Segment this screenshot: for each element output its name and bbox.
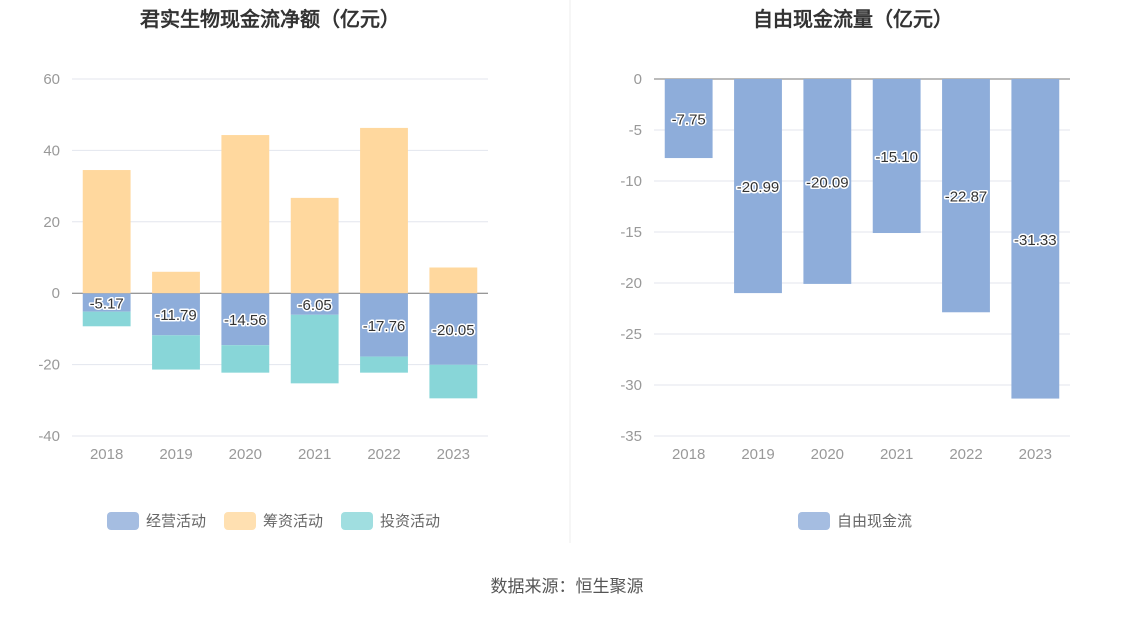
bar-自由现金流-2020[interactable]	[803, 79, 852, 284]
bar-经营活动-2019[interactable]	[152, 293, 200, 336]
data-label: -15.10	[875, 149, 918, 166]
data-label: -7.75	[672, 112, 706, 129]
bar-筹资活动-2023[interactable]	[429, 267, 478, 294]
y-tick-label: 0	[52, 285, 60, 302]
legend-swatch[interactable]	[798, 512, 830, 530]
y-tick-label: -20	[620, 275, 642, 292]
left-plot-area: 60 40 20 0 -20 -40 2018 2019 2020 2021 2022 2023 -5.…	[38, 71, 488, 463]
data-label: -22.87	[945, 189, 988, 206]
legend-swatch[interactable]	[341, 512, 373, 530]
bar-筹资活动-2021[interactable]	[290, 197, 339, 294]
x-tick-label: 2020	[229, 446, 262, 463]
data-label: -17.76	[363, 318, 406, 335]
legend-label[interactable]: 投资活动	[380, 513, 440, 530]
bar-投资活动-2020[interactable]	[221, 345, 270, 373]
bar-经营活动-2021[interactable]	[290, 293, 339, 315]
x-tick-label: 2018	[90, 446, 123, 463]
y-tick-label: 40	[43, 142, 60, 159]
data-label: -6.05	[298, 297, 332, 314]
right-chart-title: 自由现金流量（亿元）	[753, 7, 953, 31]
bar-经营活动-2022[interactable]	[360, 293, 408, 357]
legend-swatch[interactable]	[107, 512, 139, 530]
bar-投资活动-2019[interactable]	[152, 335, 200, 370]
data-label: -31.33	[1014, 232, 1057, 249]
bar-筹资活动-2020[interactable]	[221, 135, 270, 294]
x-tick-label: 2022	[367, 446, 400, 463]
x-tick-label: 2023	[1019, 446, 1052, 463]
y-tick-label: 60	[43, 71, 60, 88]
x-tick-label: 2021	[298, 446, 331, 463]
x-tick-label: 2022	[949, 446, 982, 463]
bar-筹资活动-2022[interactable]	[360, 127, 408, 294]
bar-自由现金流-2023[interactable]	[1011, 79, 1060, 399]
bar-投资活动-2023[interactable]	[429, 364, 478, 399]
bar-筹资活动-2018[interactable]	[82, 170, 131, 294]
bar-投资活动-2022[interactable]	[360, 356, 408, 373]
data-label: -14.56	[224, 312, 267, 329]
x-tick-label: 2021	[880, 446, 913, 463]
y-tick-label: -15	[620, 224, 642, 241]
legend-label[interactable]: 筹资活动	[263, 513, 323, 530]
bar-自由现金流-2022[interactable]	[942, 79, 990, 313]
y-tick-label: -20	[38, 357, 60, 374]
bar-自由现金流-2018[interactable]	[664, 79, 713, 159]
bar-投资活动-2021[interactable]	[290, 314, 339, 384]
x-tick-label: 2020	[811, 446, 844, 463]
bar-经营活动-2023[interactable]	[429, 293, 478, 365]
legend-label[interactable]: 自由现金流	[837, 513, 912, 530]
bar-自由现金流-2021[interactable]	[872, 79, 921, 234]
legend-swatch[interactable]	[224, 512, 256, 530]
data-label: -20.99	[737, 179, 780, 196]
bar-经营活动-2020[interactable]	[221, 293, 270, 346]
y-tick-label: 20	[43, 214, 60, 231]
x-tick-label: 2019	[159, 446, 192, 463]
data-label: -20.09	[806, 174, 849, 191]
legend-label[interactable]: 经营活动	[146, 513, 206, 530]
bar-筹资活动-2019[interactable]	[152, 271, 200, 294]
bar-经营活动-2018[interactable]	[82, 293, 131, 312]
data-label: -20.05	[432, 322, 475, 339]
x-tick-label: 2019	[741, 446, 774, 463]
bar-投资活动-2018[interactable]	[82, 311, 131, 327]
x-tick-label: 2018	[672, 446, 705, 463]
right-legend[interactable]: 自由现金流	[798, 512, 912, 530]
y-tick-label: -35	[620, 428, 642, 445]
data-source-label: 数据来源：恒生聚源	[491, 577, 644, 596]
y-tick-label: -5	[629, 122, 642, 139]
left-chart-title: 君实生物现金流净额（亿元）	[140, 7, 400, 31]
y-tick-label: -30	[620, 377, 642, 394]
y-tick-label: 0	[634, 71, 642, 88]
y-tick-label: -40	[38, 428, 60, 445]
y-tick-label: -10	[620, 173, 642, 190]
x-tick-label: 2023	[437, 446, 470, 463]
right-plot-area: 0 -5 -10 -15 -20 -25 -30 -35 2018 2019 2020 2021 202…	[620, 71, 1070, 463]
bar-自由现金流-2019[interactable]	[734, 79, 782, 294]
data-label: -11.79	[155, 307, 196, 324]
data-label: -5.17	[90, 295, 124, 312]
left-legend[interactable]: 经营活动 筹资活动 投资活动	[107, 512, 440, 530]
y-tick-label: -25	[620, 326, 642, 343]
